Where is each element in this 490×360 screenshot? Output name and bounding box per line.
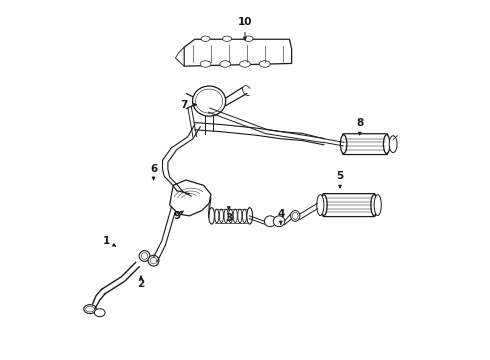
Ellipse shape — [193, 86, 226, 116]
Polygon shape — [170, 180, 211, 216]
Polygon shape — [175, 47, 184, 66]
Text: 3: 3 — [225, 213, 232, 222]
Text: 10: 10 — [238, 17, 252, 27]
Ellipse shape — [291, 211, 300, 221]
Ellipse shape — [84, 305, 97, 314]
Ellipse shape — [238, 209, 242, 223]
Ellipse shape — [148, 255, 159, 266]
Text: 8: 8 — [356, 118, 364, 128]
Ellipse shape — [215, 209, 219, 223]
Text: 2: 2 — [137, 279, 145, 289]
Ellipse shape — [233, 209, 237, 223]
Polygon shape — [184, 39, 292, 66]
Text: 7: 7 — [180, 100, 188, 110]
Ellipse shape — [320, 195, 327, 216]
Ellipse shape — [224, 209, 228, 223]
Ellipse shape — [259, 61, 270, 67]
Text: 6: 6 — [150, 164, 157, 174]
Ellipse shape — [141, 253, 148, 259]
Ellipse shape — [95, 309, 105, 317]
Ellipse shape — [240, 61, 250, 67]
Ellipse shape — [209, 208, 215, 224]
Text: 5: 5 — [337, 171, 343, 181]
Ellipse shape — [247, 208, 252, 224]
Ellipse shape — [374, 195, 381, 216]
Ellipse shape — [220, 209, 223, 223]
Text: 9: 9 — [173, 211, 180, 221]
Ellipse shape — [201, 36, 210, 41]
Ellipse shape — [200, 61, 211, 67]
Text: 1: 1 — [103, 236, 111, 246]
Ellipse shape — [244, 36, 253, 41]
Ellipse shape — [273, 216, 285, 226]
Ellipse shape — [196, 89, 222, 113]
Ellipse shape — [293, 212, 298, 220]
Text: 4: 4 — [277, 209, 285, 219]
Ellipse shape — [341, 135, 347, 153]
Ellipse shape — [220, 61, 231, 67]
Ellipse shape — [86, 306, 95, 312]
Ellipse shape — [383, 135, 390, 153]
FancyBboxPatch shape — [323, 194, 375, 217]
Ellipse shape — [317, 195, 324, 216]
Ellipse shape — [389, 136, 397, 153]
Ellipse shape — [371, 195, 377, 216]
Ellipse shape — [222, 36, 232, 41]
Ellipse shape — [228, 209, 233, 223]
Ellipse shape — [265, 216, 276, 226]
Ellipse shape — [243, 209, 246, 223]
FancyBboxPatch shape — [343, 134, 388, 154]
Ellipse shape — [150, 257, 157, 264]
Ellipse shape — [139, 251, 150, 261]
